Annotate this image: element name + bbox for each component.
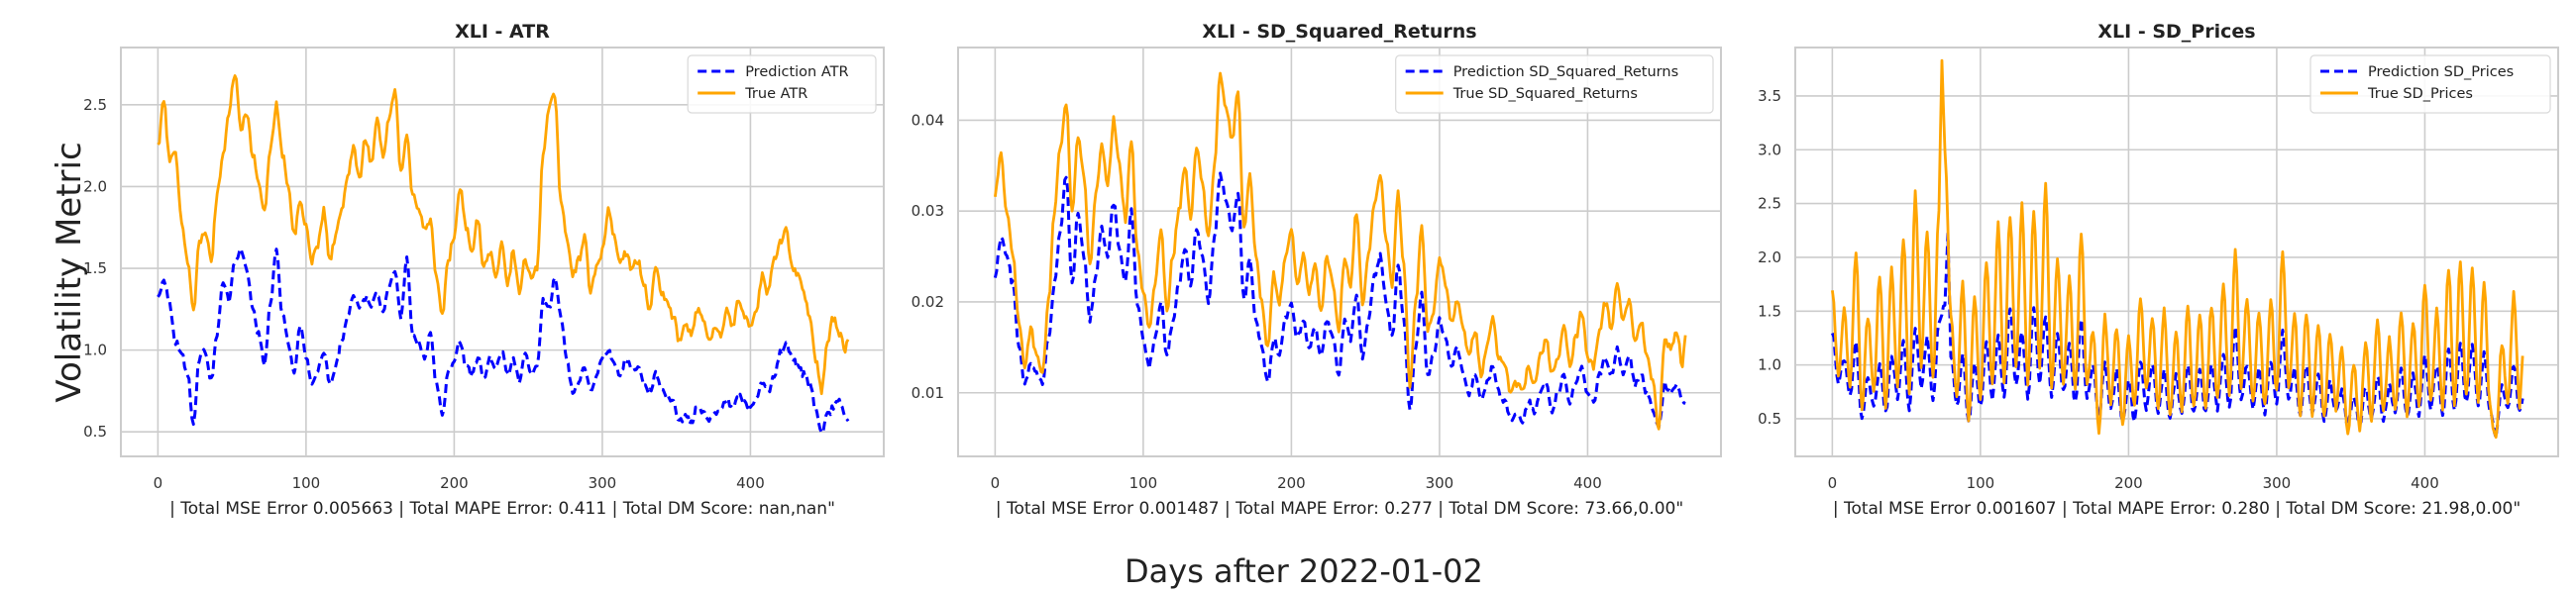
chart-panel-1: 0 100 200 300 400 0.5 1.0 1.5 2.0 2.5 XLI - ATR | T…: [83, 21, 885, 519]
x-tick-label: 100: [292, 474, 321, 492]
x-tick-label: 0: [1828, 474, 1838, 492]
global-y-axis-label: Volatility Metric: [50, 142, 89, 403]
x-tick-label: 300: [589, 474, 617, 492]
legend-label: True SD_Prices: [2367, 86, 2473, 102]
y-tick-label: 0.01: [912, 384, 944, 402]
x-tick-label: 100: [1129, 474, 1158, 492]
y-tick-label: 0.02: [912, 293, 944, 311]
y-tick-label: 1.0: [83, 342, 107, 359]
y-tick-label: 2.0: [1758, 248, 1781, 266]
legend-label: True ATR: [744, 86, 807, 102]
y-tick-label: 0.03: [912, 202, 944, 220]
legend-label: Prediction ATR: [745, 64, 848, 80]
y-tick-label: 1.0: [1758, 356, 1781, 374]
y-tick-label: 2.0: [83, 177, 107, 195]
x-tick-label: 200: [440, 474, 469, 492]
y-tick-label: 0.04: [912, 111, 944, 129]
x-tick-label: 200: [1277, 474, 1306, 492]
y-tick-label: 2.5: [1758, 195, 1781, 213]
plot-area: [958, 48, 1721, 456]
x-tick-label: 300: [2263, 474, 2292, 492]
series-line-true: [994, 71, 1687, 431]
series-line-prediction: [993, 171, 1686, 430]
chart-title: XLI - SD_Squared_Returns: [1202, 21, 1476, 43]
series-line-prediction: [157, 247, 850, 435]
y-tick-label: 1.5: [83, 259, 107, 277]
legend: Prediction SD_Prices True SD_Prices: [2309, 54, 2551, 114]
legend: Prediction SD_Squared_Returns True SD_Squ…: [1395, 54, 1714, 114]
series-line-true: [1831, 58, 2524, 440]
y-tick-label: 0.5: [1758, 410, 1781, 428]
x-tick-label: 100: [1967, 474, 1995, 492]
chart-panel-3: 0 100 200 300 400 0.5 1.0 1.5 2.0 2.5 3.0 3.5 XLI - …: [1758, 21, 2559, 519]
legend-box: [1395, 54, 1714, 114]
y-tick-label: 3.0: [1758, 141, 1781, 158]
y-tick-label: 1.5: [1758, 302, 1781, 320]
chart-panel-2: 0 100 200 300 400 0.01 0.02 0.03 0.04 XLI - SD_Sq…: [912, 21, 1722, 519]
x-tick-label: 400: [1573, 474, 1602, 492]
axes-frame: [120, 47, 885, 457]
legend-box: [2309, 54, 2551, 114]
series-line-true: [157, 74, 850, 396]
legend-label: Prediction SD_Prices: [2368, 64, 2514, 80]
y-tick-label: 2.5: [83, 96, 107, 114]
global-x-axis-label: Days after 2022-01-02: [1125, 552, 1483, 590]
x-axis-label: | Total MSE Error 0.001607 | Total MAPE …: [1833, 499, 2521, 519]
legend: Prediction ATR True ATR: [687, 54, 877, 114]
x-tick-label: 400: [736, 474, 765, 492]
legend-label: True SD_Squared_Returns: [1452, 86, 1638, 102]
y-tick-label: 3.5: [1758, 87, 1781, 105]
chart-title: XLI - SD_Prices: [2097, 21, 2255, 43]
legend-box: [687, 54, 877, 114]
x-tick-label: 400: [2411, 474, 2439, 492]
x-tick-label: 300: [1426, 474, 1454, 492]
x-axis-label: | Total MSE Error 0.001487 | Total MAPE …: [996, 499, 1683, 519]
x-axis-label: | Total MSE Error 0.005663 | Total MAPE …: [169, 499, 835, 519]
axes-frame: [957, 47, 1722, 457]
legend-label: Prediction SD_Squared_Returns: [1453, 64, 1678, 80]
axes-frame: [1794, 47, 2559, 457]
x-tick-label: 0: [154, 474, 163, 492]
x-tick-label: 200: [2114, 474, 2143, 492]
chart-title: XLI - ATR: [455, 21, 550, 43]
x-tick-label: 0: [991, 474, 1001, 492]
y-tick-label: 0.5: [83, 423, 107, 441]
